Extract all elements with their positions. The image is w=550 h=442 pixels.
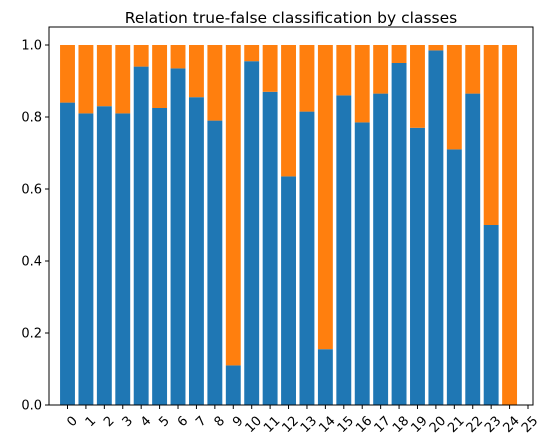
bar-9-segment-0 — [225, 365, 241, 405]
x-tick-label-8: 8 — [212, 414, 228, 430]
bar-23-segment-1 — [483, 45, 499, 225]
x-tick-label-6: 6 — [175, 414, 191, 430]
bar-18-segment-0 — [391, 63, 407, 405]
x-tick-label-7: 7 — [193, 414, 209, 430]
bar-19-segment-0 — [410, 127, 425, 406]
bar-12-segment-1 — [281, 45, 296, 177]
bar-13-segment-1 — [299, 45, 315, 112]
x-tick-label-1: 1 — [83, 414, 99, 430]
bar-12-segment-0 — [281, 176, 296, 405]
bar-3-segment-1 — [115, 45, 131, 114]
x-tick-label-0: 0 — [64, 414, 80, 430]
y-tick-label-4: 0.8 — [21, 111, 42, 126]
x-tick-label-3: 3 — [120, 414, 136, 430]
bar-20-segment-1 — [428, 45, 444, 51]
bar-11-segment-0 — [262, 91, 278, 406]
y-tick-label-1: 0.2 — [21, 327, 42, 342]
bar-6-segment-0 — [170, 68, 186, 406]
bar-16-segment-0 — [354, 122, 370, 406]
x-tick-label-5: 5 — [156, 414, 172, 430]
x-axis: 0 1 2 3 4 5 6 7 8 9101112131415161718192021222324… — [64, 405, 541, 436]
bar-16-segment-1 — [354, 45, 370, 123]
bar-14-segment-0 — [317, 349, 333, 405]
bar-5-segment-1 — [152, 45, 168, 108]
x-tick-label-4: 4 — [138, 414, 154, 430]
bar-8-segment-1 — [207, 45, 223, 121]
y-axis: 0.0 0.2 0.4 0.6 0.8 1.0 — [21, 39, 49, 414]
bar-8-segment-0 — [207, 120, 223, 405]
bar-9-segment-1 — [225, 45, 241, 366]
y-tick-label-0: 0.0 — [21, 399, 42, 414]
bar-1-segment-1 — [78, 45, 94, 114]
y-tick-label-5: 1.0 — [21, 39, 42, 54]
bar-3-segment-0 — [115, 113, 131, 406]
bar-6-segment-1 — [170, 45, 186, 69]
bar-21-segment-1 — [446, 45, 462, 150]
bar-22-segment-1 — [465, 45, 481, 94]
x-tick-label-2: 2 — [101, 414, 117, 430]
bar-17-segment-1 — [373, 45, 389, 94]
bars-group — [60, 45, 518, 406]
bar-14-segment-1 — [317, 45, 333, 350]
y-tick-label-3: 0.6 — [21, 183, 42, 198]
bar-4-segment-1 — [133, 45, 149, 67]
bar-22-segment-0 — [465, 93, 481, 405]
bar-5-segment-0 — [152, 108, 168, 405]
bar-21-segment-0 — [446, 149, 462, 405]
bar-15-segment-1 — [336, 45, 352, 96]
bar-7-segment-1 — [188, 45, 204, 98]
bar-10-segment-1 — [244, 45, 260, 62]
bar-2-segment-0 — [96, 106, 112, 405]
bar-2-segment-1 — [96, 45, 112, 107]
bar-1-segment-0 — [78, 113, 94, 406]
bar-13-segment-0 — [299, 111, 315, 405]
plot-frame — [48, 26, 534, 406]
bar-20-segment-0 — [428, 50, 444, 406]
bar-19-segment-1 — [410, 45, 425, 128]
bar-15-segment-0 — [336, 95, 352, 406]
bar-4-segment-0 — [133, 66, 149, 405]
y-tick-label-2: 0.4 — [21, 255, 42, 270]
bar-0-segment-0 — [60, 102, 75, 405]
bar-10-segment-0 — [244, 61, 260, 405]
x-tick-label-25: 25 — [519, 414, 541, 436]
bar-18-segment-1 — [391, 45, 407, 63]
bar-23-segment-0 — [483, 225, 499, 405]
bar-7-segment-0 — [188, 97, 204, 405]
chart-title: Relation true-false classification by cl… — [125, 9, 457, 27]
bar-17-segment-0 — [373, 93, 389, 405]
bar-0-segment-1 — [60, 45, 75, 103]
bar-11-segment-1 — [262, 45, 278, 92]
bar-24-segment-1 — [502, 45, 518, 405]
